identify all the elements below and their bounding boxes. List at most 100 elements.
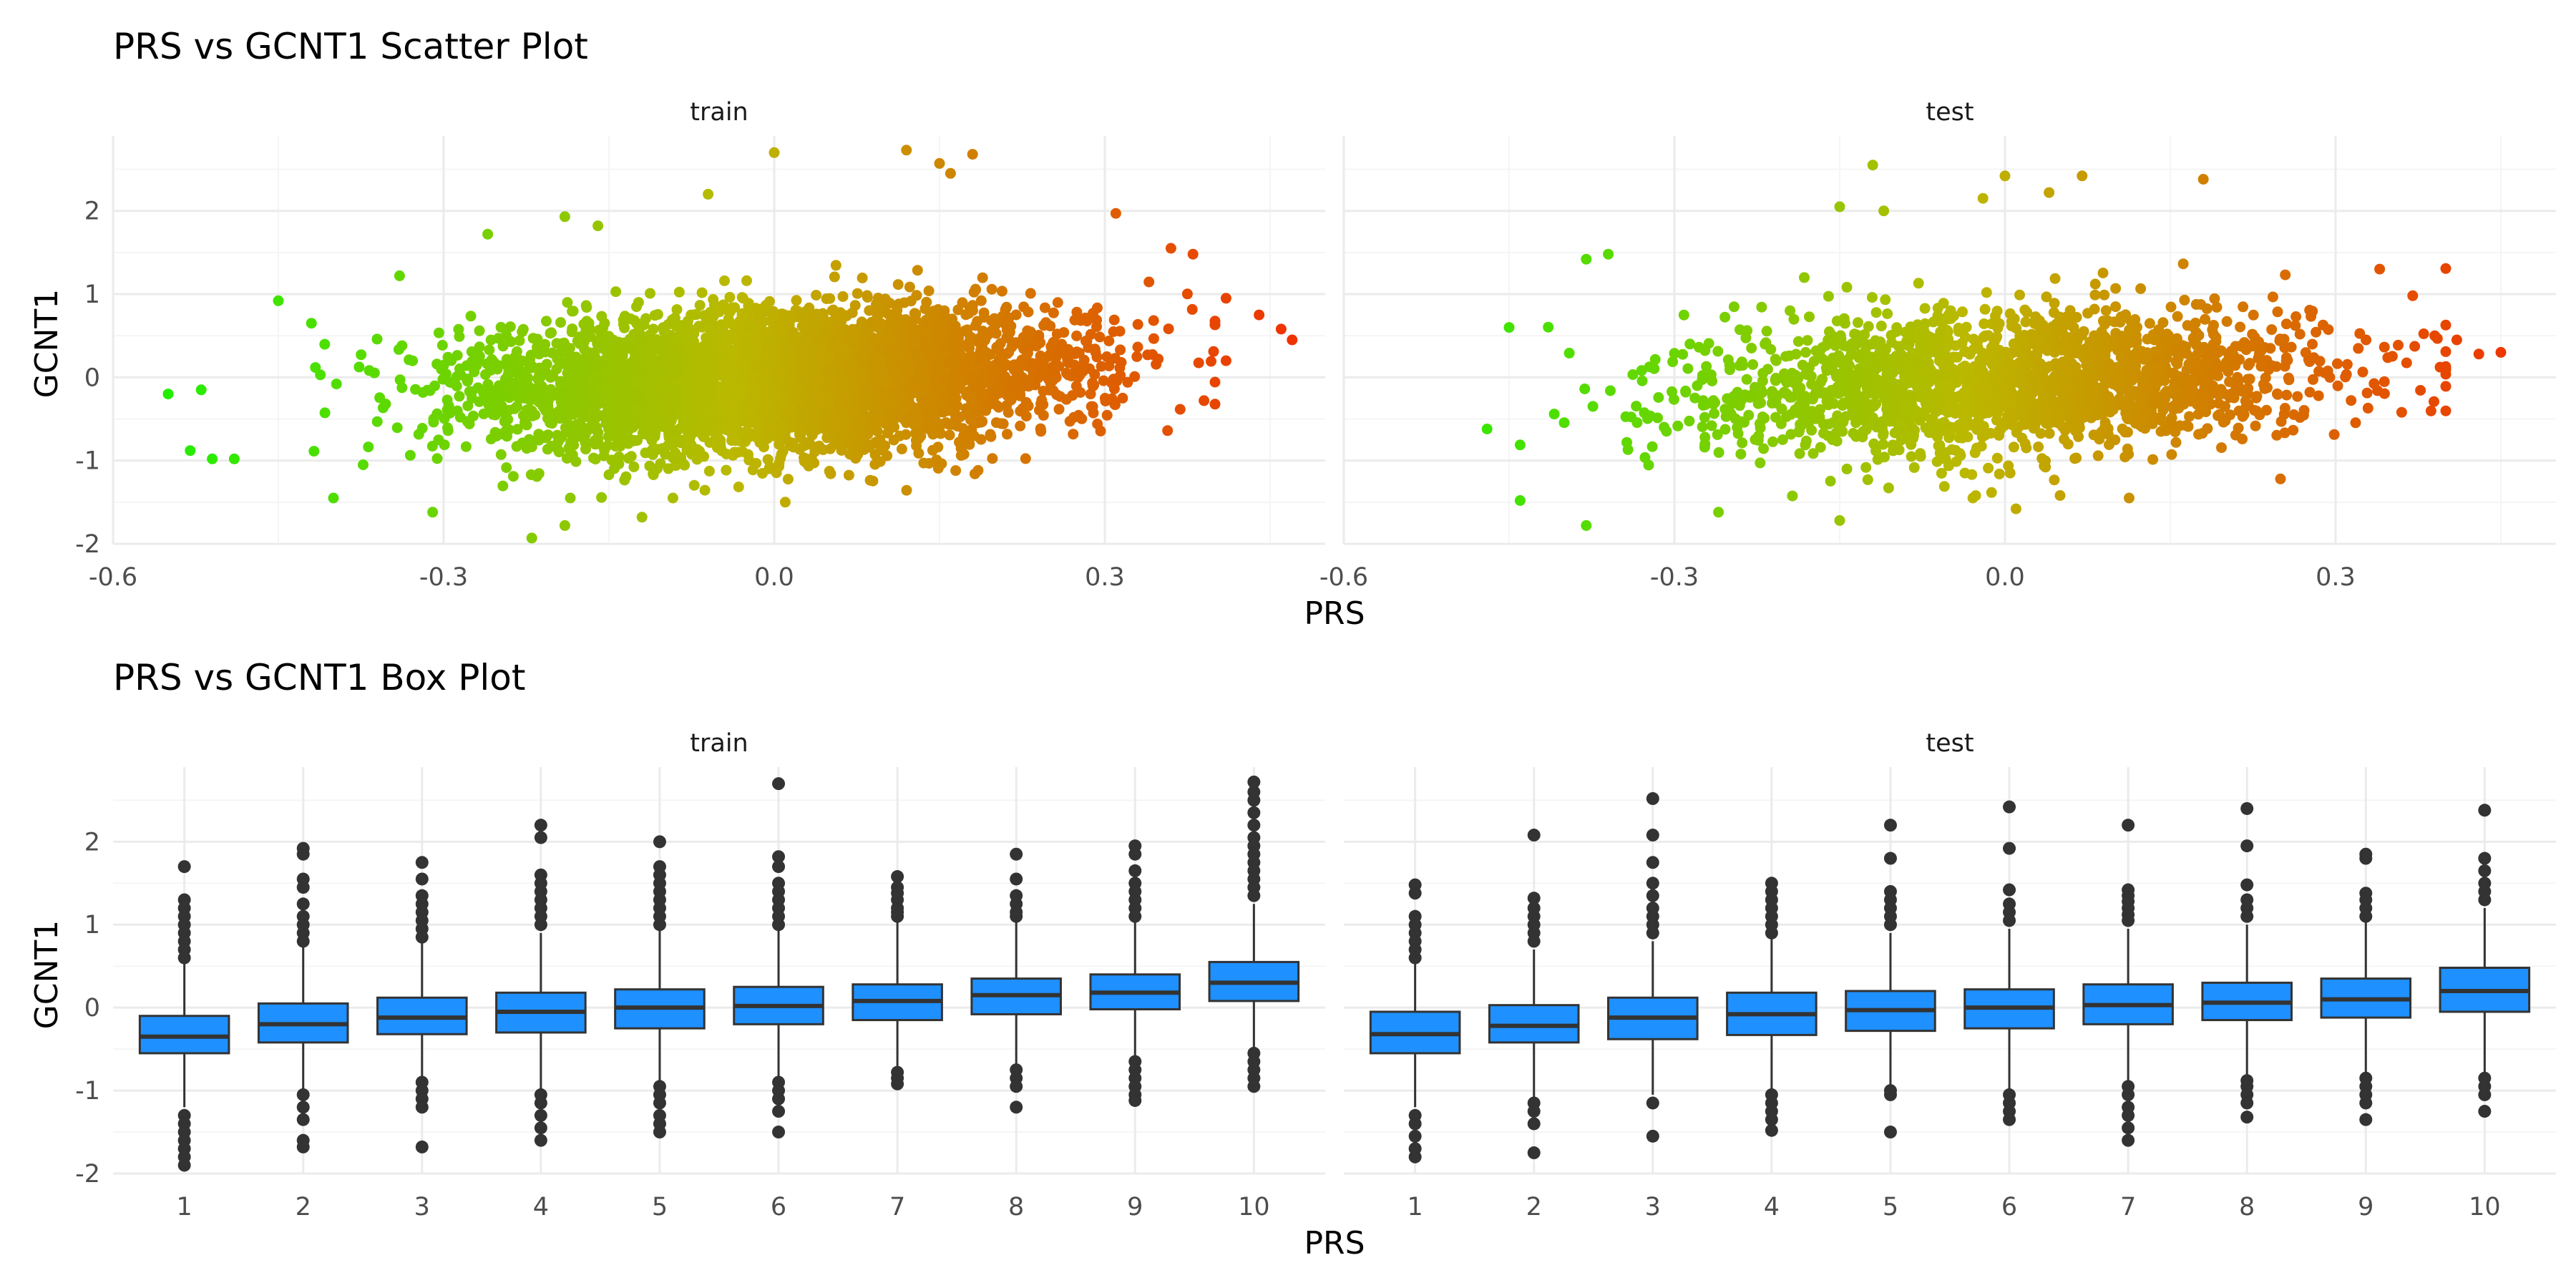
scatter-point <box>371 333 383 345</box>
scatter-point <box>651 340 663 351</box>
scatter-point <box>901 145 912 156</box>
scatter-point <box>1143 276 1155 288</box>
scatter-point <box>1020 453 1031 464</box>
scatter-point <box>391 422 403 434</box>
scatter-point <box>517 326 528 338</box>
scatter-point <box>512 401 522 412</box>
scatter-point <box>667 492 678 504</box>
scatter-point <box>542 400 554 411</box>
scatter-point <box>501 462 512 473</box>
scatter-point <box>861 387 872 399</box>
scatter-point <box>2250 420 2261 431</box>
scatter-point <box>970 320 981 331</box>
scatter-point <box>720 328 731 340</box>
scatter-point <box>671 304 683 316</box>
scatter-point <box>804 378 815 389</box>
scatter-point <box>736 309 748 321</box>
scatter-point <box>1033 372 1044 384</box>
scatter-point <box>1025 288 1036 299</box>
scatter-point <box>771 467 782 479</box>
scatter-point <box>761 397 772 409</box>
scatter-point <box>460 441 472 452</box>
scatter-point <box>1002 406 1014 418</box>
scatter-point <box>491 431 502 441</box>
scatter-point <box>1220 293 1231 304</box>
scatter-point <box>1060 394 1072 405</box>
scatter-point <box>1636 375 1648 386</box>
scatter-point <box>1174 404 1186 415</box>
scatter-point <box>730 409 741 420</box>
scatter-point <box>1116 357 1127 368</box>
scatter-point <box>1038 409 1049 421</box>
scatter-point <box>691 309 702 320</box>
scatter-point <box>1017 356 1028 367</box>
scatter-point <box>897 356 908 368</box>
scatter-point <box>1755 457 1766 469</box>
scatter-point <box>1181 288 1193 300</box>
scatter-point <box>494 393 505 404</box>
scatter-point <box>821 416 832 427</box>
scatter-point <box>810 312 821 323</box>
scatter-point <box>530 389 541 399</box>
scatter-point <box>638 410 649 421</box>
scatter-point <box>821 293 832 304</box>
scatter-point <box>394 270 405 281</box>
scatter-point <box>1080 312 1091 323</box>
scatter-point <box>328 492 339 504</box>
scatter-point <box>507 471 519 482</box>
scatter-point <box>588 452 599 464</box>
scatter-point <box>809 446 821 457</box>
scatter-point <box>738 358 750 369</box>
scatter-point <box>930 382 942 394</box>
scatter-point <box>482 228 494 240</box>
scatter-point <box>593 324 605 336</box>
scatter-point <box>960 403 972 414</box>
scatter-point <box>831 311 842 322</box>
scatter-point <box>918 457 930 469</box>
scatter-point <box>809 324 820 336</box>
scatter-point <box>924 419 936 430</box>
scatter-point <box>500 358 512 369</box>
scatter-point <box>896 444 907 454</box>
scatter-point <box>1800 346 1811 358</box>
scatter-point <box>867 361 878 373</box>
scatter-point <box>1103 336 1115 346</box>
scatter-point <box>465 311 477 322</box>
scatter-point <box>783 311 794 323</box>
scatter-point <box>436 340 448 351</box>
scatter-point <box>525 404 536 416</box>
scatter-point <box>885 399 897 411</box>
scatter-point <box>649 431 660 442</box>
scatter-point <box>545 328 556 339</box>
scatter-point <box>1091 351 1103 363</box>
scatter-point <box>2440 346 2451 357</box>
scatter-point <box>841 333 852 344</box>
scatter-point <box>1162 425 1174 436</box>
scatter-point <box>743 449 753 460</box>
scatter-point <box>474 396 485 407</box>
scatter-point <box>740 408 751 419</box>
scatter-point <box>667 409 678 419</box>
scatter-point <box>824 466 835 477</box>
scatter-point <box>162 389 174 400</box>
scatter-point <box>1209 376 1221 388</box>
scatter-point <box>1038 399 1049 410</box>
scatter-point <box>911 290 922 301</box>
scatter-point <box>786 373 797 384</box>
scatter-point <box>442 425 454 436</box>
scatter-point <box>1058 327 1070 338</box>
scatter-point <box>1023 375 1035 386</box>
scatter-point <box>2124 492 2135 504</box>
scatter-point <box>404 354 415 366</box>
scatter-point <box>499 374 511 385</box>
scatter-point <box>353 361 365 373</box>
scatter-point <box>666 397 678 409</box>
scatter-point <box>977 272 988 283</box>
scatter-point <box>743 301 754 312</box>
scatter-point <box>1187 248 1199 260</box>
scatter-point <box>747 464 758 476</box>
scatter-point <box>696 287 708 298</box>
scatter-point <box>514 335 525 346</box>
scatter-point <box>679 398 691 409</box>
